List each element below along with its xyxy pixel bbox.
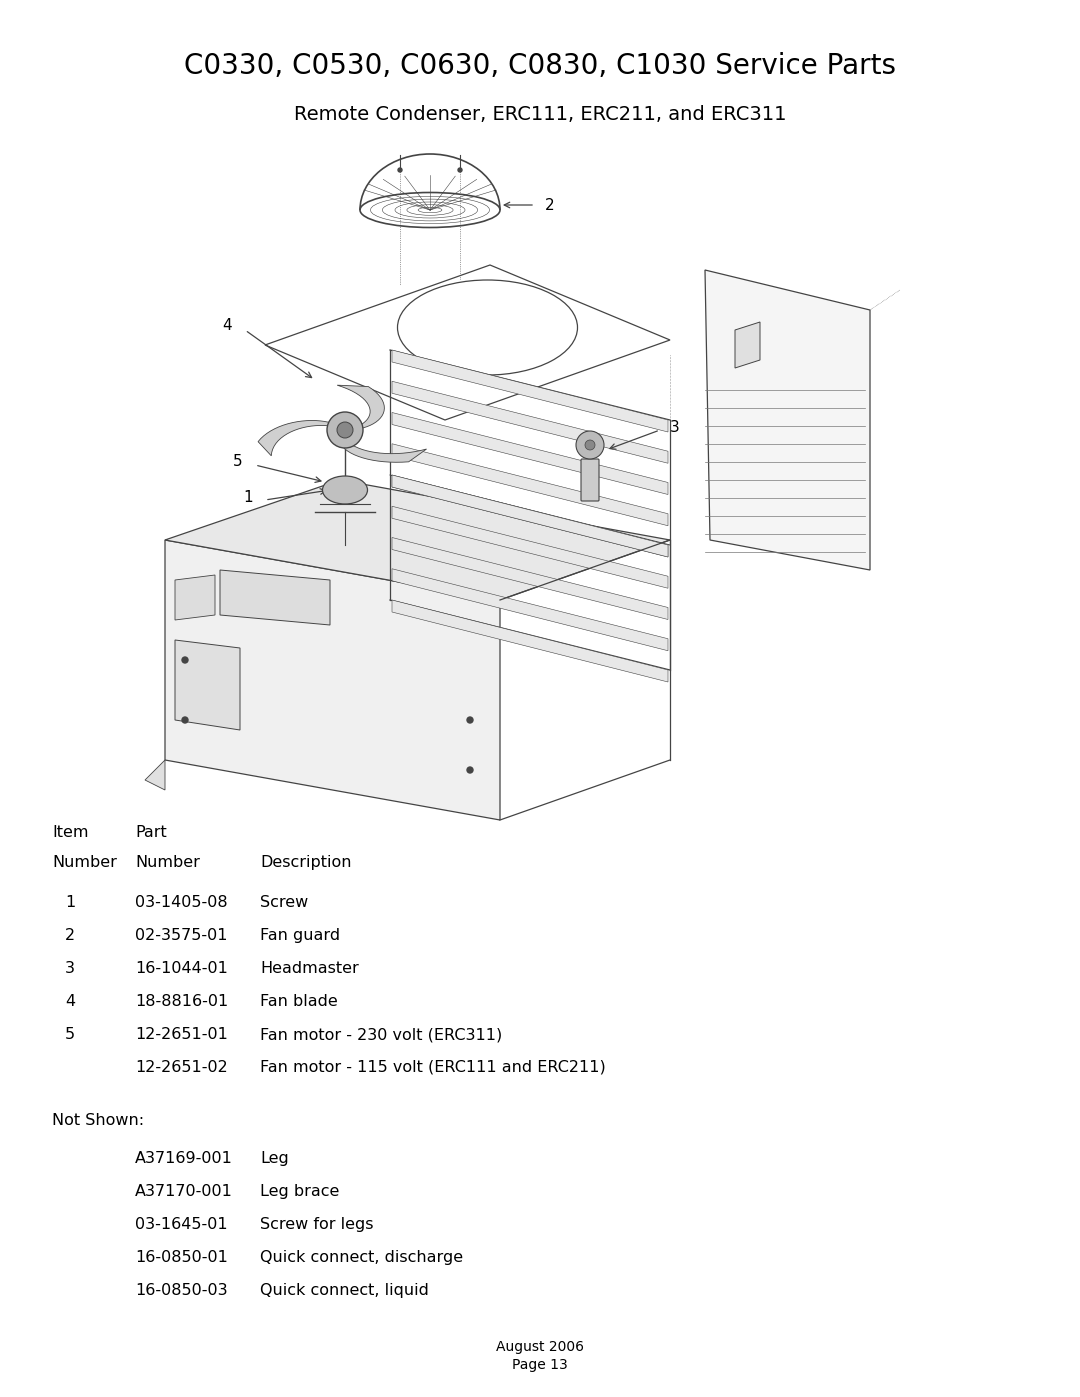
Circle shape — [467, 717, 473, 724]
Polygon shape — [258, 420, 336, 455]
Text: Part: Part — [135, 826, 166, 840]
Text: 4: 4 — [222, 319, 232, 334]
Circle shape — [337, 422, 353, 439]
Text: A37170-001: A37170-001 — [135, 1185, 233, 1199]
Circle shape — [183, 717, 188, 724]
Polygon shape — [705, 270, 870, 570]
Text: Leg brace: Leg brace — [260, 1185, 339, 1199]
Text: 12-2651-02: 12-2651-02 — [135, 1060, 228, 1076]
Text: Screw: Screw — [260, 895, 308, 909]
Polygon shape — [392, 381, 669, 464]
Text: Number: Number — [135, 855, 200, 870]
Polygon shape — [735, 321, 760, 367]
Circle shape — [183, 657, 188, 664]
Polygon shape — [175, 640, 240, 731]
Text: 3: 3 — [65, 961, 75, 977]
Polygon shape — [175, 576, 215, 620]
Circle shape — [467, 767, 473, 773]
Text: Fan motor - 115 volt (ERC111 and ERC211): Fan motor - 115 volt (ERC111 and ERC211) — [260, 1060, 606, 1076]
Polygon shape — [392, 569, 669, 651]
Polygon shape — [165, 541, 500, 820]
Text: August 2006: August 2006 — [496, 1340, 584, 1354]
Text: 3: 3 — [670, 420, 679, 436]
Ellipse shape — [323, 476, 367, 504]
Circle shape — [327, 412, 363, 448]
Text: Page 13: Page 13 — [512, 1358, 568, 1372]
Polygon shape — [145, 760, 165, 789]
Polygon shape — [392, 412, 669, 495]
Text: Fan guard: Fan guard — [260, 928, 340, 943]
Circle shape — [576, 432, 604, 460]
Text: 02-3575-01: 02-3575-01 — [135, 928, 228, 943]
Polygon shape — [392, 475, 669, 557]
Circle shape — [399, 168, 402, 172]
Text: Headmaster: Headmaster — [260, 961, 359, 977]
Text: Number: Number — [52, 855, 117, 870]
Text: Fan blade: Fan blade — [260, 995, 338, 1009]
Text: Leg: Leg — [260, 1151, 288, 1166]
Circle shape — [458, 168, 462, 172]
Text: A37169-001: A37169-001 — [135, 1151, 233, 1166]
Text: Not Shown:: Not Shown: — [52, 1113, 144, 1127]
Text: 1: 1 — [243, 489, 253, 504]
Text: Item: Item — [52, 826, 89, 840]
Circle shape — [585, 440, 595, 450]
Polygon shape — [392, 444, 669, 525]
Polygon shape — [220, 570, 330, 624]
Text: Quick connect, discharge: Quick connect, discharge — [260, 1250, 463, 1266]
Polygon shape — [165, 481, 670, 599]
Text: 18-8816-01: 18-8816-01 — [135, 995, 228, 1009]
Text: 2: 2 — [65, 928, 76, 943]
Polygon shape — [392, 506, 669, 588]
Text: 16-0850-01: 16-0850-01 — [135, 1250, 228, 1266]
Polygon shape — [392, 351, 669, 432]
Text: 16-1044-01: 16-1044-01 — [135, 961, 228, 977]
Polygon shape — [337, 386, 384, 429]
Text: Fan motor - 230 volt (ERC311): Fan motor - 230 volt (ERC311) — [260, 1027, 502, 1042]
Text: 03-1645-01: 03-1645-01 — [135, 1217, 228, 1232]
FancyBboxPatch shape — [581, 460, 599, 502]
Text: Screw for legs: Screw for legs — [260, 1217, 374, 1232]
Polygon shape — [392, 475, 669, 557]
Text: 5: 5 — [65, 1027, 76, 1042]
Text: 4: 4 — [65, 995, 76, 1009]
Text: 5: 5 — [233, 454, 243, 469]
Text: 2: 2 — [545, 197, 555, 212]
Text: 1: 1 — [65, 895, 76, 909]
Text: 03-1405-08: 03-1405-08 — [135, 895, 228, 909]
Polygon shape — [392, 599, 669, 682]
Text: 16-0850-03: 16-0850-03 — [135, 1282, 228, 1298]
Text: 12-2651-01: 12-2651-01 — [135, 1027, 228, 1042]
Polygon shape — [339, 437, 427, 462]
Polygon shape — [392, 538, 669, 619]
Text: Description: Description — [260, 855, 351, 870]
Text: Remote Condenser, ERC111, ERC211, and ERC311: Remote Condenser, ERC111, ERC211, and ER… — [294, 105, 786, 124]
Text: C0330, C0530, C0630, C0830, C1030 Service Parts: C0330, C0530, C0630, C0830, C1030 Servic… — [184, 52, 896, 80]
Text: Quick connect, liquid: Quick connect, liquid — [260, 1282, 429, 1298]
